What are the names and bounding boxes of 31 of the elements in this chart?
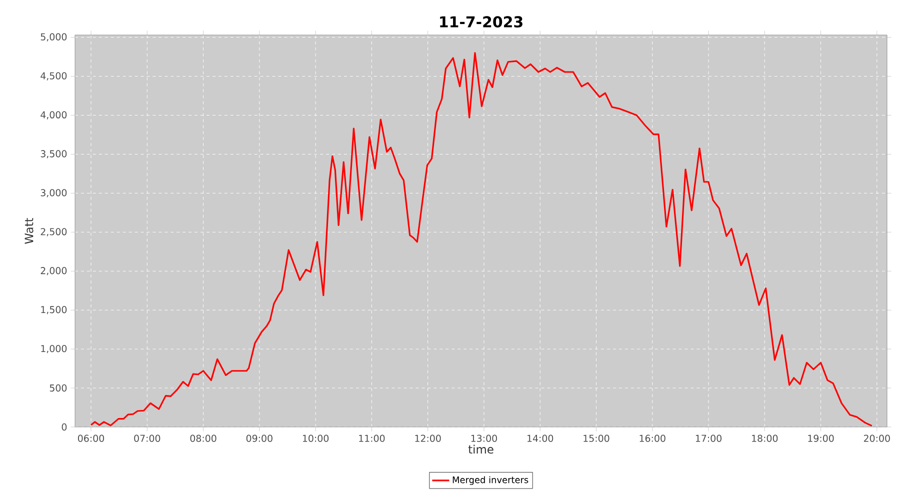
y-tick-label: 2,000 — [40, 267, 67, 276]
x-tick-label: 14:00 — [528, 434, 554, 442]
y-tick-label: 5,000 — [40, 33, 67, 42]
x-tick-label: 18:00 — [752, 434, 778, 442]
x-tick-label: 15:00 — [584, 434, 610, 442]
y-tick-label: 3,500 — [40, 150, 67, 158]
x-tick-label: 13:00 — [471, 434, 497, 442]
x-tick-label: 11:00 — [359, 434, 385, 442]
y-tick-label: 0 — [62, 423, 67, 431]
y-tick-label: 3,000 — [40, 189, 67, 198]
x-tick-label: 07:00 — [134, 434, 160, 442]
x-tick-label: 10:00 — [302, 434, 329, 442]
line-series — [90, 52, 873, 427]
x-tick-label: 12:00 — [415, 434, 441, 442]
y-tick-label: 4,500 — [40, 72, 67, 80]
y-tick-label: 1,500 — [41, 306, 67, 314]
x-tick-label: 08:00 — [190, 434, 216, 442]
y-tick-label: 500 — [50, 384, 67, 392]
y-tick-label: 4,000 — [40, 111, 67, 120]
y-tick-label: 1,000 — [41, 344, 67, 354]
x-tick-label: 19:00 — [808, 434, 834, 442]
x-tick-label: 20:00 — [864, 434, 890, 442]
legend-label: Merged inverters — [452, 476, 528, 485]
chart-title: 11-7-2023 — [440, 16, 522, 28]
x-tick-label: 17:00 — [696, 434, 722, 442]
y-axis-title: Watt — [24, 218, 34, 244]
y-tick-label: 2,500 — [40, 228, 67, 236]
x-tick-label: 09:00 — [246, 434, 272, 442]
x-tick-label: 16:00 — [640, 434, 666, 442]
x-axis-title: time — [468, 444, 494, 454]
x-tick-label: 06:00 — [78, 434, 104, 442]
